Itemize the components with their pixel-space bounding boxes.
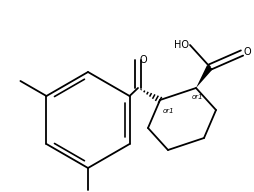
Text: or1: or1 xyxy=(163,108,175,114)
Text: HO: HO xyxy=(174,40,189,50)
Text: O: O xyxy=(243,47,251,57)
Polygon shape xyxy=(196,65,213,88)
Text: or1: or1 xyxy=(192,94,204,100)
Text: O: O xyxy=(140,55,148,65)
